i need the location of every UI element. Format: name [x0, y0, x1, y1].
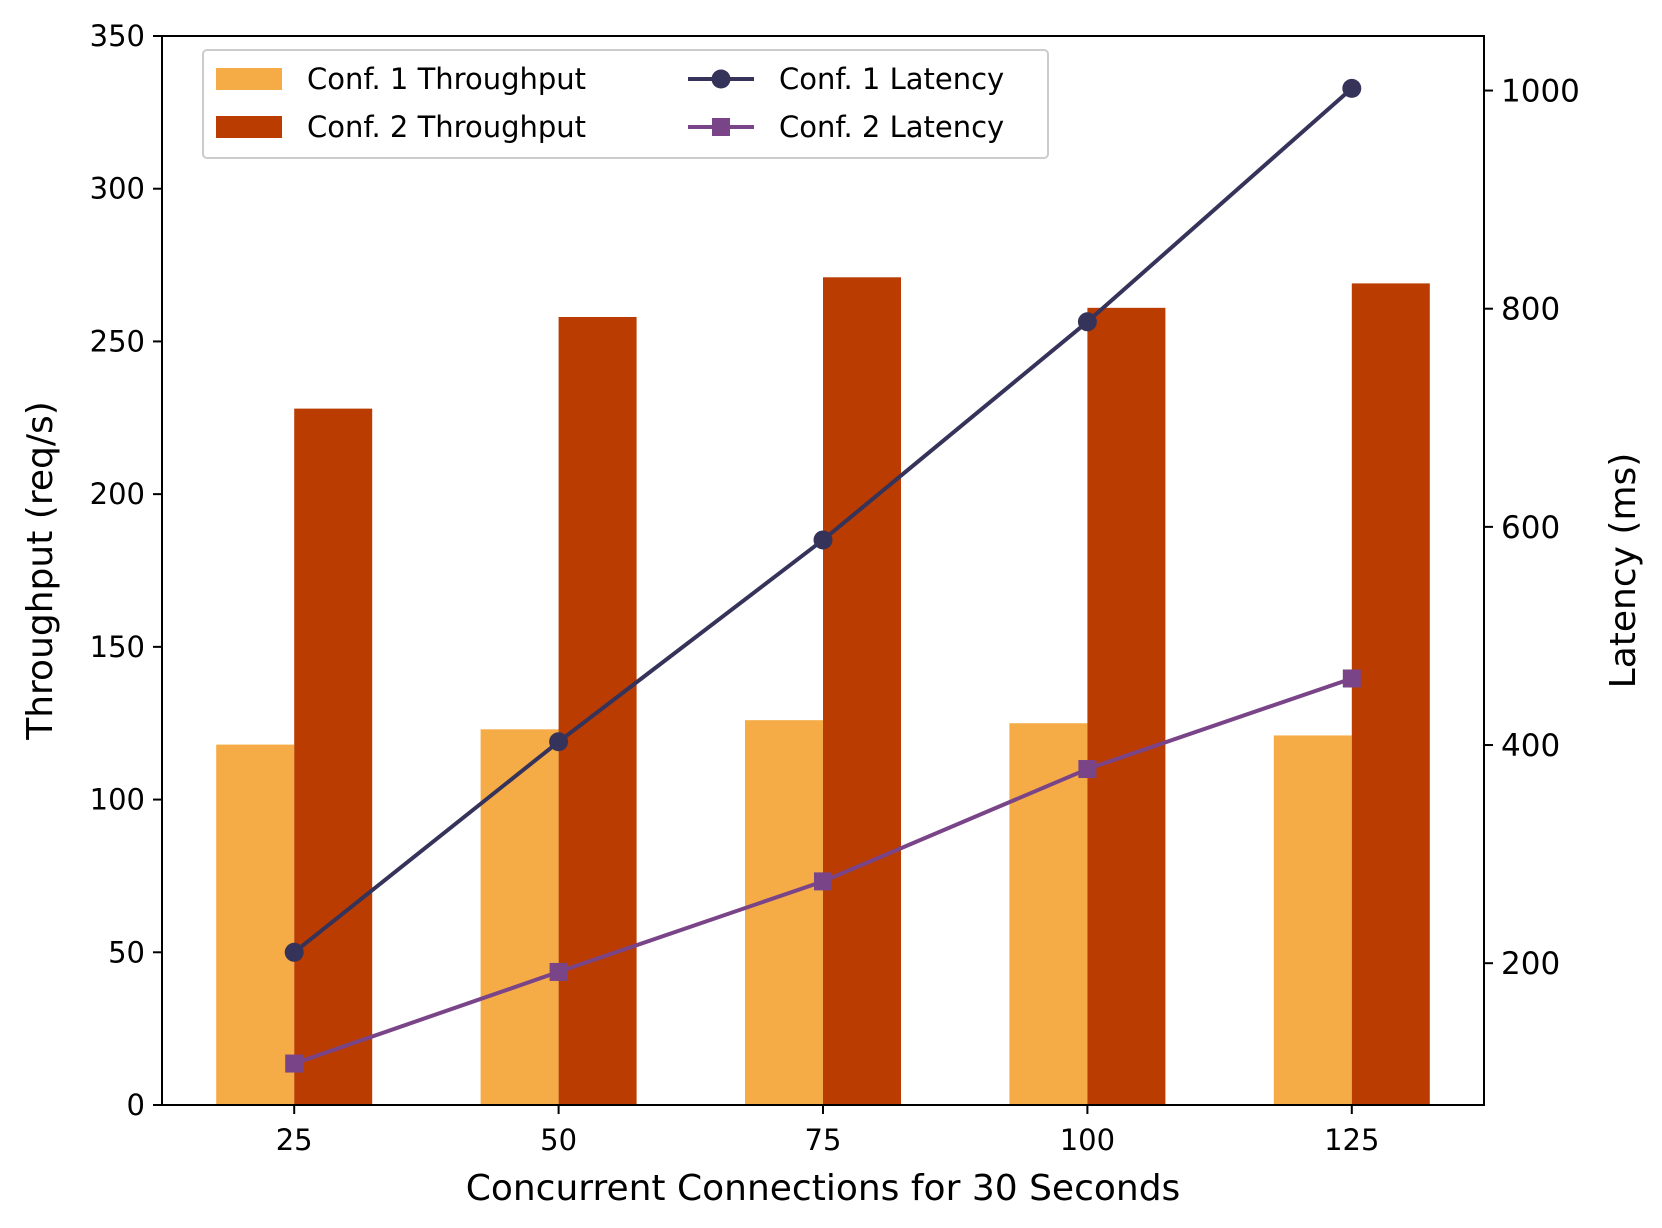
y-axis-right-title: Latency (ms) — [1603, 453, 1644, 689]
point-series1-cat-75 — [813, 530, 833, 550]
x-tick-label: 25 — [276, 1123, 313, 1157]
point-series2-cat-75 — [814, 872, 832, 891]
legend-label-bar-2: Conf. 2 Throughput — [307, 110, 586, 144]
y-axis-left-title: Throughput (req/s) — [20, 401, 61, 741]
axes-layer: 0 50 100 150 200 250 300 350 200 400 600 800 1000 25 5… — [90, 19, 1580, 1157]
y-left-tick-label: 100 — [90, 783, 145, 817]
bar-series1-cat-75 — [745, 720, 823, 1105]
bar-series2-cat-125 — [1351, 283, 1430, 1105]
bar-series1-cat-50 — [480, 729, 559, 1105]
bar-series2-cat-25 — [294, 408, 373, 1105]
point-series2-cat-125 — [1342, 669, 1361, 688]
point-series2-cat-50 — [549, 962, 568, 981]
point-series1-cat-100 — [1077, 312, 1097, 332]
legend-label-bar-1: Conf. 1 Throughput — [307, 62, 586, 96]
x-tick-label: 75 — [805, 1123, 842, 1157]
y-left-tick-label: 150 — [90, 630, 145, 664]
lines-layer — [284, 78, 1362, 1073]
y-right-tick-label: 400 — [1501, 728, 1560, 764]
bar-series1-cat-100 — [1009, 723, 1088, 1105]
bar-series2-cat-100 — [1087, 307, 1166, 1105]
y-left-tick-label: 300 — [90, 172, 145, 206]
point-series1-cat-125 — [1342, 78, 1362, 98]
point-series1-cat-25 — [284, 942, 304, 962]
legend-label-line-1: Conf. 1 Latency — [779, 62, 1004, 96]
x-tick-label: 100 — [1060, 1123, 1115, 1157]
bar-series2-cat-75 — [823, 277, 901, 1105]
x-tick-label: 125 — [1324, 1123, 1379, 1157]
point-series1-cat-50 — [549, 732, 569, 752]
bars-layer — [216, 277, 1430, 1106]
legend: Conf. 1 Throughput Conf. 2 Throughput Conf… — [202, 49, 1049, 159]
legend-swatch-bar-2 — [216, 116, 282, 138]
y-right-tick-label: 600 — [1501, 510, 1560, 546]
legend-box — [202, 49, 1049, 159]
y-left-tick-label: 200 — [90, 477, 145, 511]
bar-series1-cat-25 — [216, 744, 295, 1105]
y-right-tick-label: 1000 — [1501, 74, 1580, 110]
x-tick-label: 50 — [540, 1123, 577, 1157]
y-left-tick-label: 0 — [127, 1088, 145, 1122]
legend-marker-1 — [711, 69, 731, 89]
point-series2-cat-25 — [285, 1054, 304, 1073]
bar-series1-cat-125 — [1273, 735, 1352, 1105]
x-axis-title: Concurrent Connections for 30 Seconds — [466, 1168, 1181, 1209]
legend-marker-2 — [712, 118, 730, 136]
y-right-tick-label: 800 — [1501, 292, 1560, 328]
legend-swatch-bar-1 — [216, 68, 282, 90]
y-right-tick-label: 200 — [1501, 946, 1560, 982]
y-left-tick-label: 50 — [108, 935, 145, 969]
y-left-tick-label: 250 — [90, 324, 145, 358]
point-series2-cat-100 — [1078, 760, 1097, 779]
y-left-tick-label: 350 — [90, 19, 145, 53]
legend-label-line-2: Conf. 2 Latency — [779, 110, 1004, 144]
